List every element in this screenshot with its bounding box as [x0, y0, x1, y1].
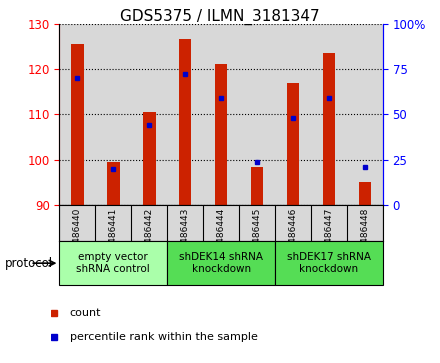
Bar [251, 167, 263, 205]
Text: GSM1486446: GSM1486446 [289, 208, 297, 268]
Text: protocol: protocol [4, 257, 52, 270]
Bar [107, 162, 120, 205]
Text: GSM1486447: GSM1486447 [324, 208, 334, 268]
Text: GSM1486442: GSM1486442 [145, 208, 154, 268]
Text: GSM1486443: GSM1486443 [181, 208, 190, 268]
Text: GSM1486444: GSM1486444 [216, 208, 226, 268]
Text: percentile rank within the sample: percentile rank within the sample [70, 332, 257, 342]
Text: shDEK14 shRNA
knockdown: shDEK14 shRNA knockdown [179, 252, 263, 274]
Text: shDEK17 shRNA
knockdown: shDEK17 shRNA knockdown [287, 252, 371, 274]
Bar [143, 112, 155, 205]
Bar [167, 241, 275, 285]
Text: GSM1486441: GSM1486441 [109, 208, 118, 268]
Bar [179, 40, 191, 205]
Text: count: count [70, 308, 101, 318]
Text: GDS5375 / ILMN_3181347: GDS5375 / ILMN_3181347 [120, 9, 320, 25]
Text: GSM1486448: GSM1486448 [360, 208, 369, 268]
Bar [359, 182, 371, 205]
Bar [215, 65, 227, 205]
Bar [275, 241, 383, 285]
Text: GSM1486445: GSM1486445 [253, 208, 261, 268]
Bar [323, 53, 335, 205]
Text: GSM1486440: GSM1486440 [73, 208, 82, 268]
Text: empty vector
shRNA control: empty vector shRNA control [77, 252, 150, 274]
Bar [287, 82, 299, 205]
Bar [71, 44, 84, 205]
Bar [59, 241, 167, 285]
